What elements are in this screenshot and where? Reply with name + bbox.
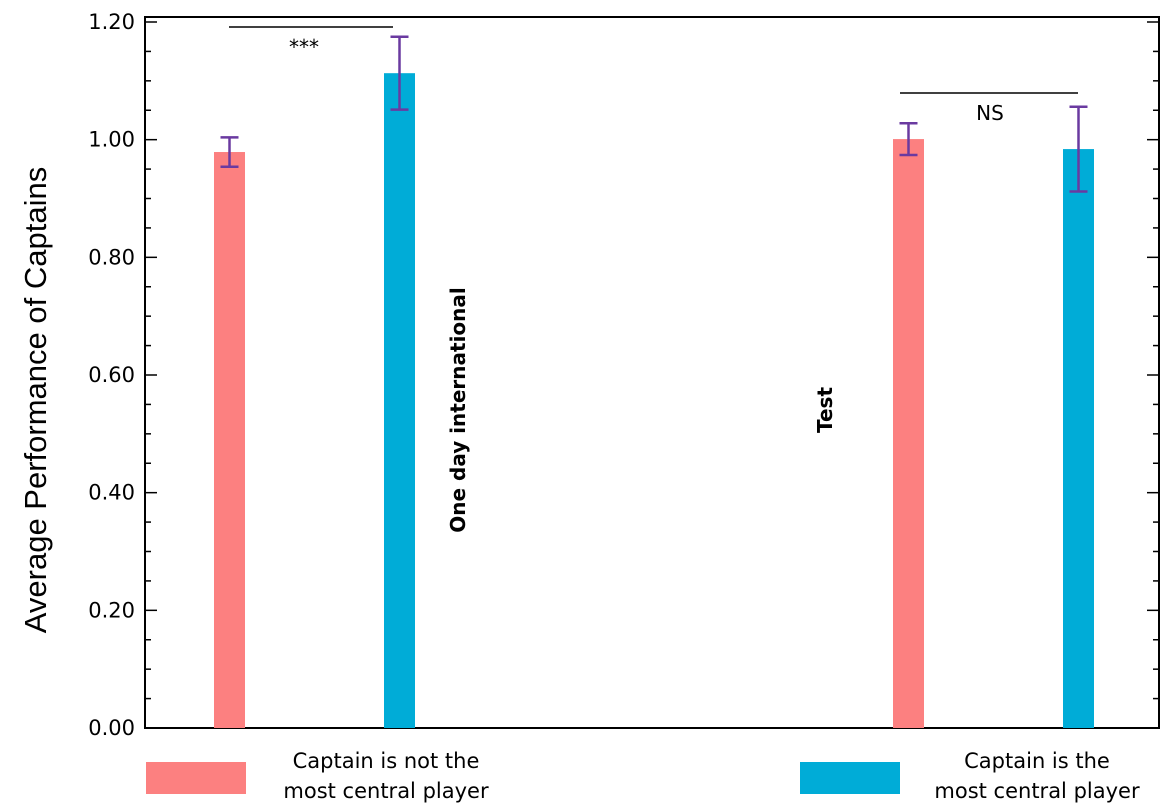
bar xyxy=(1063,149,1094,728)
y-tick-label: 1.00 xyxy=(88,128,135,152)
legend-label: Captain is not the xyxy=(293,749,480,773)
significance-label: *** xyxy=(289,35,319,59)
bar xyxy=(214,152,245,728)
error-bars xyxy=(220,35,1088,193)
bars xyxy=(214,73,1094,728)
legend-swatch xyxy=(146,762,246,794)
y-tick-label: 0.80 xyxy=(88,245,135,269)
legend: Captain is not the most central player Cap… xyxy=(146,749,1140,803)
significance-annotations: *** NS xyxy=(229,26,1078,125)
y-tick-labels: 0.00 0.20 0.40 0.60 0.80 1.00 1.20 xyxy=(88,10,135,740)
y-tick-label: 1.20 xyxy=(88,10,135,34)
y-tick-label: 0.60 xyxy=(88,363,135,387)
plot-frame xyxy=(144,16,1160,729)
group-label: Test xyxy=(813,387,837,433)
group-labels: One day international Test xyxy=(446,287,837,533)
bar xyxy=(384,73,415,728)
legend-label: most central player xyxy=(283,779,489,803)
legend-label: most central player xyxy=(934,779,1140,803)
y-axis-label: Average Performance of Captains xyxy=(18,167,53,633)
y-tick-label: 0.40 xyxy=(88,481,135,505)
significance-label: NS xyxy=(976,101,1004,125)
y-tick-label: 0.00 xyxy=(88,716,135,740)
bar xyxy=(893,139,924,728)
y-tick-label: 0.20 xyxy=(88,598,135,622)
legend-label: Captain is the xyxy=(964,749,1110,773)
legend-swatch xyxy=(800,762,900,794)
axis-ticks xyxy=(145,21,1159,729)
group-label: One day international xyxy=(446,287,470,533)
